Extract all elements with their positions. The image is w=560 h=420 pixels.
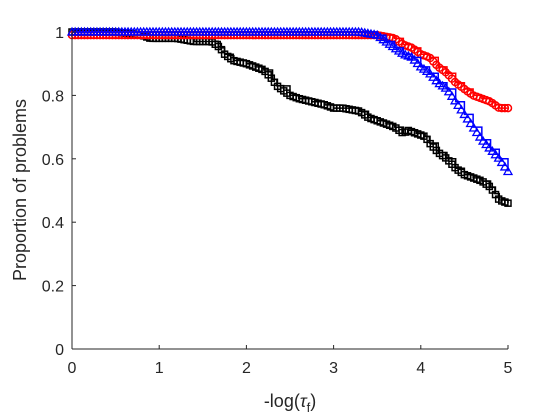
data-point <box>499 161 511 171</box>
x-tick-label: 3 <box>329 360 338 377</box>
y-tick-label: 0.8 <box>42 88 64 105</box>
y-axis-label: Proportion of problems <box>10 99 30 281</box>
x-axis-label-tau: τ <box>300 391 308 411</box>
series-triangle <box>66 26 514 176</box>
y-tick-label: 1 <box>55 25 64 42</box>
data-point <box>490 149 501 159</box>
data-point <box>443 86 454 96</box>
data-point <box>494 103 503 112</box>
data-point <box>493 152 504 162</box>
x-axis-label-subscript: f <box>307 400 311 415</box>
data-point <box>412 58 423 68</box>
y-tick-label: 0.6 <box>42 152 64 169</box>
data-point <box>406 51 417 61</box>
data-point <box>503 103 513 113</box>
data-point <box>502 166 514 176</box>
x-axis-label-close: ) <box>310 391 316 411</box>
x-axis-label-main: -log( <box>264 391 300 411</box>
data-point <box>440 82 451 92</box>
data-point <box>474 131 486 141</box>
plot-background <box>72 32 508 349</box>
data-point <box>477 135 489 145</box>
data-point <box>468 122 479 132</box>
axes-layer <box>71 32 508 350</box>
data-point <box>459 109 470 119</box>
data-point <box>465 118 476 128</box>
y-tick-label: 0 <box>55 342 64 359</box>
data-point <box>462 113 473 123</box>
x-tick-label: 5 <box>504 360 513 377</box>
y-tick-label: 0.2 <box>42 279 64 296</box>
data-point <box>487 146 498 155</box>
x-tick-label: 4 <box>416 360 425 377</box>
data-point <box>496 157 507 167</box>
data-point <box>425 68 436 78</box>
x-tick-label: 0 <box>68 360 77 377</box>
data-point <box>453 100 464 110</box>
data-point <box>449 95 461 105</box>
data-point <box>428 71 439 81</box>
y-tick-label: 0.4 <box>42 215 64 232</box>
data-point <box>456 104 467 114</box>
ticks-layer: 0 1 2 3 4 5 0 0.2 0.4 0.6 0.8 1 <box>42 25 513 377</box>
data-point <box>481 139 492 149</box>
x-axis-label: -log(τf) <box>264 391 316 415</box>
data-point <box>504 199 512 207</box>
series-layer <box>66 26 514 207</box>
data-point <box>409 54 420 64</box>
data-point <box>431 75 442 85</box>
data-point <box>446 90 458 100</box>
data-point <box>484 142 495 152</box>
x-tick-label: 1 <box>155 360 164 377</box>
data-point <box>471 127 482 137</box>
data-point <box>500 103 510 113</box>
x-tick-label: 2 <box>242 360 251 377</box>
data-point <box>497 103 507 113</box>
